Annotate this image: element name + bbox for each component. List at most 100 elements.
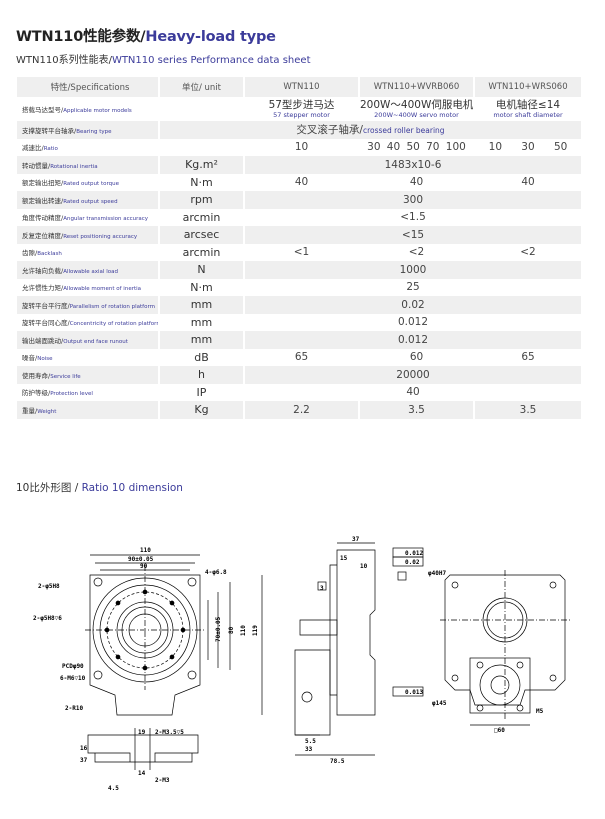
table-row: 旋转平台平行度/Parallelism of rotation platform… [15,296,581,314]
spec-cn: 搭载马达型号/ [22,106,64,114]
table-row: 减速比/Ratio 10 30 40 50 70 100 10 30 50 [15,138,581,156]
spec-en: Noise [37,356,53,363]
svg-text:M5: M5 [536,708,544,715]
svg-text:16: 16 [80,745,88,752]
value-cell: 2.2 [243,401,359,419]
spec-en: Allowable axial load [63,268,118,275]
spec-label: 允许惯性力矩/Allowable moment of inertia [15,278,159,296]
ratio-value: 50 [553,141,568,154]
value-cell: 65 [243,348,359,366]
svg-text:110: 110 [140,547,151,554]
ratio-cell: 10 30 50 [473,138,581,156]
value-cell: 0.012 [243,331,581,349]
motor-en: 200W~400W servo motor [374,111,459,119]
unit-cell: IP [158,383,244,401]
spec-cn: 齿隙/ [22,249,38,258]
spec-en: Ratio [43,146,58,153]
ratio-value: 70 [426,141,440,154]
svg-text:3: 3 [320,585,324,592]
spec-en: Weight [37,408,57,415]
motor-cell: 电机轴径≤14 motor shaft diameter [473,97,581,121]
value-cell: 60 [358,348,474,366]
svg-text:78.5: 78.5 [330,758,345,765]
ratio-cell: 30 40 50 70 100 [358,138,474,156]
unit-cell: dB [158,348,244,366]
svg-text:90±0.05: 90±0.05 [128,556,154,563]
spec-label: 防护等级/Protection level [15,383,159,401]
svg-text:70±0.05: 70±0.05 [215,616,222,642]
value-cell: 20000 [243,366,581,384]
table-row: 允许轴向负载/Allowable axial load N 1000 [15,261,581,279]
spec-en: Rated output speed [63,198,118,205]
svg-text:119: 119 [252,625,259,636]
spec-cn: 反复定位精度/ [22,231,64,240]
svg-text:5.5: 5.5 [305,738,316,745]
spec-label: 重量/Weight [15,401,159,419]
spec-en: Allowable moment of inertia [63,286,142,293]
value-cell: <1.5 [243,208,581,226]
value-cell: 65 [473,348,581,366]
value-cell: 3.5 [473,401,581,419]
table-row: 特性/Specifications 单位/ unit WTN110 WTN110+WV… [15,77,581,97]
spec-en: Protection level [50,391,93,398]
value-cell: 40 [358,173,474,191]
value-cell: 40 [243,383,581,401]
spec-cn: 防护等级/ [22,389,51,398]
ratio-value: 40 [386,141,401,154]
spec-en: Rated output torque [63,181,119,188]
spec-en: Bearing type [76,128,112,135]
spec-cn: 输出端面跳动/ [22,336,64,345]
column-header: 单位/ unit [158,77,244,97]
unit-cell: arcsec [158,226,244,244]
spec-label: 噪音/Noise [15,348,159,366]
value-cell: 0.02 [243,296,581,314]
svg-text:14: 14 [138,770,146,777]
motor-cn: 57型步进马达 [268,99,335,111]
value-cell: 300 [243,191,581,209]
ratio-value: 10 [488,141,503,154]
spec-label: 搭载马达型号/Applicable motor models [15,97,159,121]
column-header: WTN110+WRS060 [473,77,581,97]
svg-text:0.013: 0.013 [405,689,423,696]
table-row: 允许惯性力矩/Allowable moment of inertia N·m 25 [15,278,581,296]
motor-en: 57 stepper motor [273,111,330,119]
value-cell: 3.5 [358,401,474,419]
svg-text:6-M6▽10: 6-M6▽10 [60,675,86,682]
unit-cell: mm [158,296,244,314]
spec-en: Applicable motor models [63,108,132,114]
value-cell: 1483x10-6 [243,156,581,174]
value-cell: 40 [473,173,581,191]
spec-cn: 角度传动精度/ [22,214,64,223]
bottom-view: 19 2-M3.5▽5 14 2-M3 16 37 4.5 [80,728,199,792]
table-row: 齿隙/Backlash arcmin <1 <2 <2 [15,243,581,261]
table-row: 支撑旋转平台轴承/Bearing type 交叉滚子轴承/crossed roll… [15,121,581,139]
side-view: 37 15 10 3 5.533 78.5 0.012 0.02 0.013 [294,536,423,765]
bearing-cell: 交叉滚子轴承/crossed roller bearing [158,121,581,139]
svg-text:4.5: 4.5 [108,785,119,792]
spec-label: 齿隙/Backlash [15,243,159,261]
bearing-en: crossed roller bearing [362,126,445,136]
unit-cell: Kg [158,401,244,419]
svg-text:2-φ5H8▽6: 2-φ5H8▽6 [33,615,62,622]
svg-text:80: 80 [228,626,235,634]
spec-cn: 额定输出转速/ [22,196,64,205]
value-cell: <2 [358,243,474,261]
svg-text:2-φ5H8: 2-φ5H8 [38,583,60,590]
svg-text:37: 37 [352,536,360,543]
spec-en: Reset positioning accuracy [63,233,138,240]
svg-text:2-M3.5▽5: 2-M3.5▽5 [155,729,184,736]
table-row: 输出端面跳动/Output end face runout mm 0.012 [15,331,581,349]
unit-cell: N·m [158,173,244,191]
spec-label: 转动惯量/Rotational inertia [15,156,159,174]
svg-text:19: 19 [138,729,146,736]
spec-cn: 转动惯量/ [22,161,51,170]
svg-text:2-M3: 2-M3 [155,777,170,784]
spec-en: Rotational inertia [50,163,98,170]
spec-cn: 允许轴向负载/ [22,266,64,275]
spec-cn: 使用寿命/ [22,371,51,380]
motor-cn: 电机轴径≤14 [495,99,561,111]
unit-cell: arcmin [158,243,244,261]
motor-en: motor shaft diameter [493,111,563,119]
svg-text:10: 10 [360,563,368,570]
